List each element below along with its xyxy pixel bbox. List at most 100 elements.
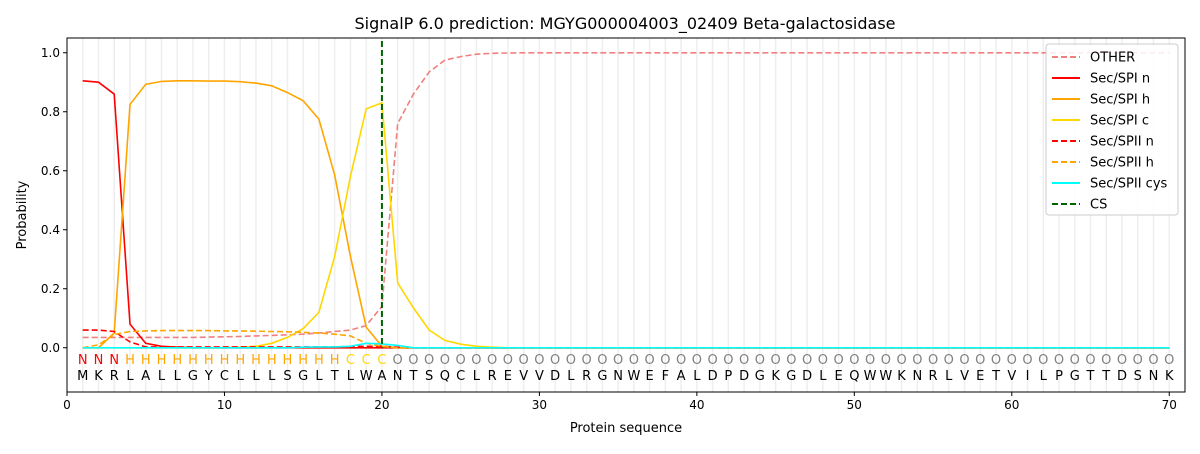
residue-label: T — [330, 369, 339, 384]
region-label: H — [298, 353, 308, 368]
region-label: O — [849, 353, 859, 368]
series-line-sec-spi-n — [82, 80, 1170, 349]
region-label: H — [267, 353, 277, 368]
residue-label: L — [126, 369, 134, 384]
residue-label: A — [377, 369, 386, 384]
region-label: O — [1007, 353, 1017, 368]
x-tick-label: 20 — [374, 398, 389, 412]
residue-label: N — [1149, 369, 1159, 384]
legend-label: Sec/SPI h — [1090, 93, 1150, 108]
residue-label: L — [347, 369, 355, 384]
region-label: O — [959, 353, 969, 368]
residue-label: R — [929, 369, 938, 384]
series-line-sec-spii-n — [82, 329, 1170, 349]
residue-label: E — [976, 369, 984, 384]
residue-label: I — [1026, 369, 1030, 384]
region-label: O — [487, 353, 497, 368]
residue-label: R — [110, 369, 119, 384]
region-label: O — [597, 353, 607, 368]
residue-label: N — [912, 369, 922, 384]
y-tick-label: 0.8 — [41, 105, 60, 119]
region-label: O — [818, 353, 828, 368]
region-label: O — [550, 353, 560, 368]
region-label: H — [141, 353, 151, 368]
region-label: C — [362, 353, 371, 368]
residue-label: L — [567, 369, 575, 384]
y-axis-label: Probability — [15, 180, 30, 249]
residue-label: R — [488, 369, 497, 384]
x-tick-label: 60 — [1004, 398, 1019, 412]
region-label: O — [896, 353, 906, 368]
residue-label: Y — [204, 369, 213, 384]
region-label: O — [613, 353, 623, 368]
plot-frame — [66, 37, 1186, 393]
region-label: O — [1085, 353, 1095, 368]
residue-label: D — [739, 369, 749, 384]
y-tick-label: 1.0 — [41, 46, 60, 60]
region-label: H — [220, 353, 230, 368]
x-axis-label: Protein sequence — [570, 421, 682, 436]
residue-label: L — [693, 369, 701, 384]
residue-label: T — [1101, 369, 1110, 384]
residue-label: L — [237, 369, 245, 384]
region-label: O — [582, 353, 592, 368]
y-tick-label: 0.4 — [41, 223, 60, 237]
x-tick-label: 40 — [689, 398, 704, 412]
residue-label: K — [771, 369, 780, 384]
legend-label: OTHER — [1090, 51, 1135, 66]
residue-label: P — [1055, 369, 1063, 384]
region-label: H — [204, 353, 214, 368]
residue-label: D — [708, 369, 718, 384]
region-label: O — [928, 353, 938, 368]
region-label: O — [424, 353, 434, 368]
region-label: H — [157, 353, 167, 368]
legend-label: Sec/SPII n — [1090, 135, 1154, 150]
region-label: O — [881, 353, 891, 368]
region-label: O — [802, 353, 812, 368]
residue-label: Q — [849, 369, 859, 384]
region-label: H — [235, 353, 245, 368]
residue-label: L — [819, 369, 827, 384]
residue-label: S — [1134, 369, 1142, 384]
region-label: O — [944, 353, 954, 368]
residue-label: E — [646, 369, 654, 384]
residue-label: E — [834, 369, 842, 384]
residue-label: S — [425, 369, 433, 384]
residue-label: N — [613, 369, 623, 384]
region-label: O — [1070, 353, 1080, 368]
region-label: H — [251, 353, 261, 368]
region-label: O — [660, 353, 670, 368]
residue-label: F — [662, 369, 669, 384]
region-label: O — [786, 353, 796, 368]
residue-label: Q — [440, 369, 450, 384]
x-tick-label: 50 — [847, 398, 862, 412]
region-label: O — [534, 353, 544, 368]
x-tick-label: 70 — [1162, 398, 1177, 412]
region-label: C — [346, 353, 355, 368]
region-label: H — [283, 353, 293, 368]
y-tick-label: 0.6 — [41, 164, 60, 178]
residue-label: L — [473, 369, 481, 384]
y-tick-label: 0.0 — [41, 341, 60, 355]
region-label: O — [975, 353, 985, 368]
residue-label: G — [298, 369, 308, 384]
legend-label: Sec/SPI n — [1090, 72, 1150, 87]
region-label: O — [912, 353, 922, 368]
residue-label: M — [77, 369, 88, 384]
region-label: N — [94, 353, 104, 368]
residue-label: V — [960, 369, 969, 384]
region-label: O — [707, 353, 717, 368]
region-label: N — [109, 353, 119, 368]
region-label: H — [314, 353, 324, 368]
residue-label: L — [1040, 369, 1048, 384]
region-label: O — [1117, 353, 1127, 368]
residue-label: S — [283, 369, 291, 384]
residue-label: G — [1070, 369, 1080, 384]
residue-label: E — [504, 369, 512, 384]
residue-label: L — [945, 369, 953, 384]
region-label: O — [645, 353, 655, 368]
region-label: O — [833, 353, 843, 368]
region-label: O — [770, 353, 780, 368]
residue-label: A — [141, 369, 150, 384]
